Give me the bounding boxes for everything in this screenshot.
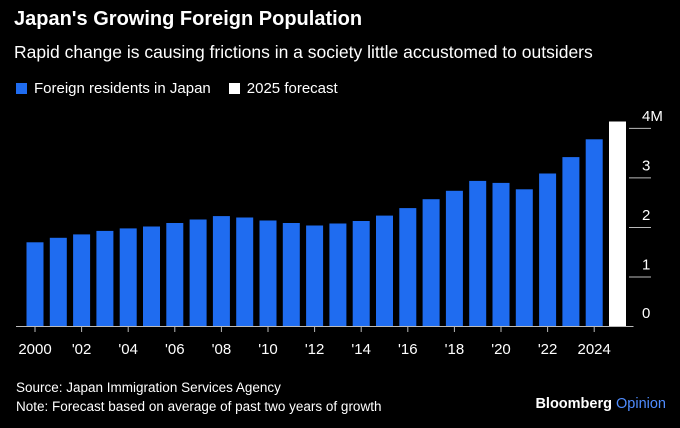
x-tick-label-2018: '18 [445,341,465,358]
x-tick-label-2016: '16 [398,341,418,358]
bar-2018 [445,190,463,326]
x-tick-label-2014: '14 [351,341,371,358]
bar-2010 [259,220,277,326]
y-tick-label-4: 4M [642,108,663,125]
brand-logo: Bloomberg Opinion [535,396,666,412]
y-axis-ticks: 0 1 2 3 4M [629,108,663,322]
y-tick-label-3: 3 [642,157,650,174]
chart-legend: Foreign residents in Japan 2025 forecast [16,80,356,97]
x-tick-label-2010: '10 [258,341,278,358]
y-tick-label-2: 2 [642,207,650,224]
y-tick-label-0: 0 [642,305,650,322]
x-tick-label-2022: '22 [538,341,558,358]
bar-2007 [189,219,207,326]
legend-swatch-forecast [228,83,240,94]
bars-group [26,121,626,326]
brand-name: Bloomberg [535,396,612,412]
forecast-bar-2025 [609,121,626,326]
bar-2017 [422,199,440,326]
x-tick-label-2024: 2024 [578,341,611,358]
bar-2014 [352,221,370,326]
bar-2003 [96,230,114,326]
bar-2005 [143,226,160,326]
bar-2002 [73,234,91,326]
bar-2006 [166,223,184,326]
bar-2023 [562,157,580,326]
bar-2019 [469,180,487,326]
chart-subtitle: Rapid change is causing frictions in a s… [14,42,593,62]
x-tick-label-2006: '06 [165,341,185,358]
x-tick-label-2000: 2000 [18,341,51,358]
bar-2020 [492,182,510,326]
x-tick-label-2008: '08 [212,341,232,358]
brand-suffix: Opinion [616,396,666,412]
legend-label-residents: Foreign residents in Japan [34,80,211,97]
bar-2009 [236,217,254,326]
x-axis-ticks: 2000 '02 '04 '06 '08 '10 '12 '14 '16 '18 '20 '22 202… [18,326,611,358]
legend-item-residents: Foreign residents in Japan [16,80,211,97]
bar-2024 [585,139,603,326]
bar-2015 [376,215,393,326]
bar-2012 [306,225,324,326]
bar-2004 [119,228,137,326]
bar-2022 [539,173,557,326]
legend-swatch-residents [16,83,27,94]
bar-2008 [212,216,230,326]
x-tick-label-2012: '12 [305,341,325,358]
bar-2001 [49,237,67,326]
bar-2000 [26,242,44,326]
bar-2016 [399,208,417,326]
legend-label-forecast: 2025 forecast [246,80,338,97]
bar-2021 [515,189,533,326]
chart-title: Japan's Growing Foreign Population [14,8,363,30]
forecast-note: Note: Forecast based on average of past … [16,399,382,414]
x-tick-label-2020: '20 [491,341,511,358]
legend-item-forecast: 2025 forecast [228,80,338,97]
x-tick-label-2004: '04 [118,341,138,358]
bar-2013 [329,223,347,326]
bar-2011 [282,223,300,326]
y-tick-label-1: 1 [642,256,650,273]
source-note: Source: Japan Immigration Services Agenc… [16,380,281,395]
x-tick-label-2002: '02 [72,341,92,358]
